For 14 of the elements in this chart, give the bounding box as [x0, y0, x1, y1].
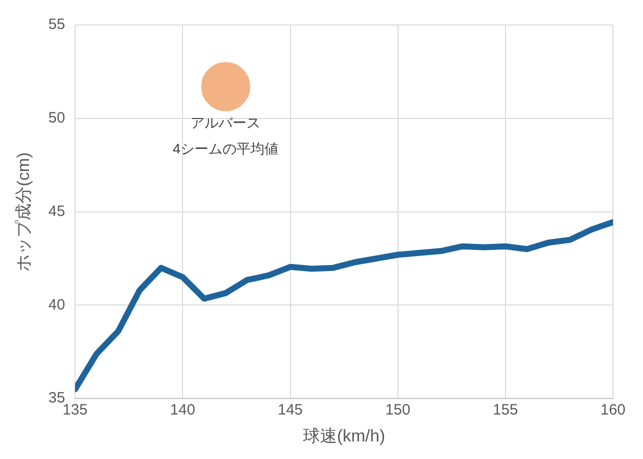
y-axis-title: ホップ成分(cm)	[14, 152, 33, 272]
x-tick-label: 145	[278, 402, 303, 419]
x-tick-label: 135	[62, 402, 88, 419]
y-tick-label: 50	[48, 110, 66, 127]
x-axis-title: 球速(km/h)	[302, 426, 386, 446]
y-tick-label: 55	[48, 16, 66, 34]
x-tick-label: 155	[492, 402, 518, 419]
x-tick-label: 150	[385, 402, 410, 419]
annotation: アルバース 4シームの平均値	[172, 114, 279, 157]
y-tick-label: 40	[48, 296, 66, 314]
x-tick-label: 140	[170, 402, 196, 419]
x-tick-label: 160	[600, 402, 626, 419]
y-tick-label: 35	[48, 390, 66, 407]
y-tick-label: 45	[48, 202, 66, 220]
